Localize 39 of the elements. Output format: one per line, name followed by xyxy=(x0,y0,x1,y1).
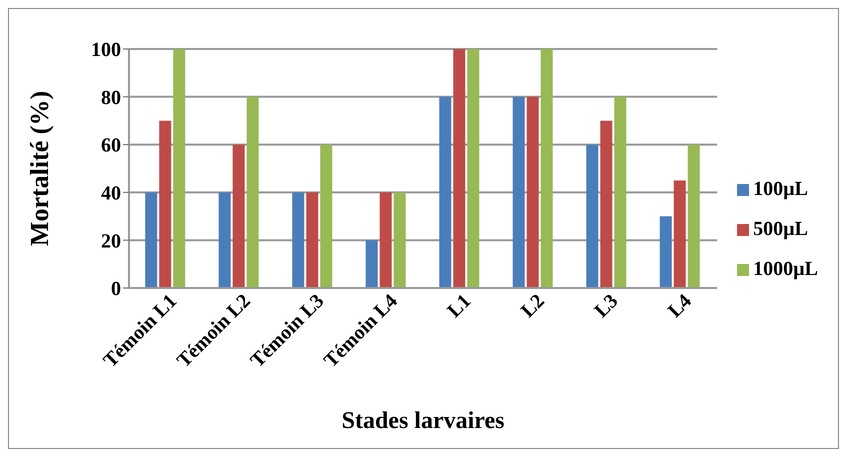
legend-label: 1000µL xyxy=(753,258,818,280)
bar xyxy=(380,192,392,288)
bar xyxy=(688,144,700,288)
bar xyxy=(306,192,318,288)
y-tick-label: 0 xyxy=(111,278,121,300)
bar xyxy=(526,96,539,288)
y-axis-title: Mortalité (%) xyxy=(25,90,54,246)
legend-label: 500µL xyxy=(753,218,808,240)
x-tick-label: L4 xyxy=(664,290,696,322)
bar xyxy=(586,144,598,288)
bar xyxy=(320,144,332,288)
bar xyxy=(173,49,186,288)
bar xyxy=(159,120,172,288)
legend-label: 100µL xyxy=(753,178,808,200)
y-tick-label: 20 xyxy=(101,230,121,252)
bar xyxy=(453,49,466,288)
bar xyxy=(467,49,480,288)
y-tick-label: 60 xyxy=(101,134,121,157)
bar xyxy=(600,120,612,288)
y-tick-label: 100 xyxy=(91,39,121,62)
bar xyxy=(614,96,626,288)
bar xyxy=(246,96,259,288)
y-tick-label: 80 xyxy=(101,86,121,109)
bar xyxy=(512,96,525,288)
x-axis-title: Stades larvaires xyxy=(342,408,505,434)
bar xyxy=(540,49,553,288)
bar xyxy=(145,192,158,288)
bar xyxy=(232,144,245,288)
bar xyxy=(394,192,406,288)
x-tick-label: L2 xyxy=(516,290,549,322)
y-tick-label: 40 xyxy=(101,182,121,204)
bar xyxy=(366,240,378,288)
bar xyxy=(218,192,231,288)
bar xyxy=(674,180,686,288)
x-tick-label: L1 xyxy=(443,290,476,322)
bar xyxy=(292,192,304,288)
bar xyxy=(660,216,672,288)
x-tick-label: L3 xyxy=(590,290,622,322)
bar xyxy=(439,96,452,288)
